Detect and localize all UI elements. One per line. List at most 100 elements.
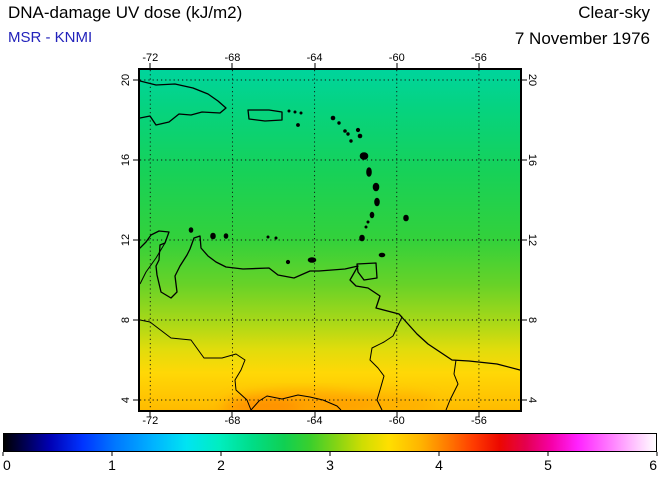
map-frame <box>138 68 522 412</box>
lat-tick-mark-right <box>522 239 527 241</box>
lat-tick-label-right: 16 <box>526 153 538 167</box>
country-borders <box>140 242 459 410</box>
island-st-lucia <box>374 197 380 207</box>
island <box>346 132 350 136</box>
lon-tick-label-bottom: -60 <box>388 415 405 427</box>
trinidad-coast <box>356 262 378 281</box>
map-plot <box>140 70 520 410</box>
uv-hotspot <box>345 393 435 410</box>
lat-tick-label-left: 16 <box>120 153 132 167</box>
lon-tick-label-top: -64 <box>306 52 323 64</box>
lat-tick-label-right: 4 <box>526 396 538 404</box>
lat-tick-mark-right <box>522 319 527 321</box>
venezuela-brazil-border <box>250 394 342 410</box>
island <box>366 220 370 224</box>
island-margarita <box>307 257 317 263</box>
colorbar-tick-mark <box>547 452 549 456</box>
island <box>293 110 297 114</box>
lon-tick-mark-bottom <box>396 412 398 417</box>
guyana-suriname-border <box>445 359 459 410</box>
colorbar-tick-label: 0 <box>3 457 11 473</box>
island-st-vincent <box>369 211 375 219</box>
lat-tick-label-right: 20 <box>526 73 538 87</box>
lon-tick-label-bottom: -68 <box>224 415 241 427</box>
source-label: MSR - KNMI <box>8 29 93 46</box>
lat-tick-mark-left <box>133 239 138 241</box>
island <box>287 109 291 113</box>
colombia-venezuela-border <box>140 242 252 410</box>
page-title: DNA-damage UV dose (kJ/m2) <box>8 3 243 22</box>
island-dominica <box>366 167 372 177</box>
island <box>337 121 341 125</box>
south-america-coast <box>140 230 520 371</box>
lat-tick-mark-left <box>133 319 138 321</box>
colorbar-tick-label: 6 <box>649 457 657 473</box>
island-bonaire <box>223 233 229 239</box>
lon-tick-mark-bottom <box>231 412 233 417</box>
lon-tick-label-top: -68 <box>224 52 241 64</box>
island-curacao <box>210 232 216 240</box>
island <box>330 115 336 121</box>
uv-hotspot <box>220 399 300 410</box>
island-tobago <box>378 252 386 258</box>
island-guadeloupe <box>359 152 369 160</box>
colorbar-tick-mark <box>2 452 4 456</box>
lat-tick-mark-left <box>133 159 138 161</box>
lat-tick-mark-left <box>133 399 138 401</box>
lat-tick-label-left: 20 <box>120 73 132 87</box>
lat-tick-label-left: 8 <box>120 316 132 324</box>
colorbar-tick-mark <box>656 452 658 456</box>
colorbar-tick-mark <box>220 452 222 456</box>
colorbar-tick-label: 1 <box>108 457 116 473</box>
colorbar-tick-mark <box>438 452 440 456</box>
colorbar-tick-label: 3 <box>326 457 334 473</box>
lat-tick-label-left: 4 <box>120 396 132 404</box>
island-grenada <box>359 234 365 242</box>
island <box>266 235 270 239</box>
lon-tick-label-bottom: -72 <box>142 415 159 427</box>
colorbar-tick-mark <box>329 452 331 456</box>
hispaniola-coast <box>140 80 227 126</box>
island <box>285 259 291 265</box>
lon-tick-mark-top <box>231 63 233 68</box>
date-label: 7 November 1976 <box>514 29 650 48</box>
lon-tick-label-top: -60 <box>388 52 405 64</box>
lon-tick-label-top: -56 <box>470 52 487 64</box>
colorbar-tick-mark <box>111 452 113 456</box>
lon-tick-mark-bottom <box>314 412 316 417</box>
colorbar-gradient <box>3 433 657 452</box>
island-martinique <box>372 182 380 192</box>
island <box>274 236 278 240</box>
island <box>364 225 368 229</box>
island-aruba <box>188 227 194 233</box>
venezuela-guyana-border <box>369 313 403 410</box>
island <box>343 129 347 133</box>
lon-tick-mark-top <box>478 63 480 68</box>
lon-tick-mark-top <box>396 63 398 68</box>
coastlines <box>140 80 520 371</box>
island <box>355 127 361 133</box>
lat-tick-mark-right <box>522 159 527 161</box>
lat-tick-label-right: 12 <box>526 233 538 247</box>
island <box>357 133 363 139</box>
lon-tick-label-top: -72 <box>142 52 159 64</box>
island <box>296 123 300 127</box>
grid-lines <box>140 70 520 410</box>
lat-tick-mark-right <box>522 399 527 401</box>
lon-tick-mark-bottom <box>149 412 151 417</box>
lat-tick-label-left: 12 <box>120 233 132 247</box>
lon-tick-label-bottom: -56 <box>470 415 487 427</box>
islands <box>188 109 409 265</box>
colorbar-tick-label: 4 <box>435 457 443 473</box>
lat-tick-mark-right <box>522 79 527 81</box>
lon-tick-mark-top <box>149 63 151 68</box>
island <box>299 111 303 115</box>
lat-tick-label-right: 8 <box>526 316 538 324</box>
island-barbados <box>403 214 409 222</box>
condition-label: Clear-sky <box>578 3 650 22</box>
lat-tick-mark-left <box>133 79 138 81</box>
colorbar-tick-label: 2 <box>217 457 225 473</box>
colorbar-tick-label: 5 <box>544 457 552 473</box>
lon-tick-label-bottom: -64 <box>306 415 323 427</box>
